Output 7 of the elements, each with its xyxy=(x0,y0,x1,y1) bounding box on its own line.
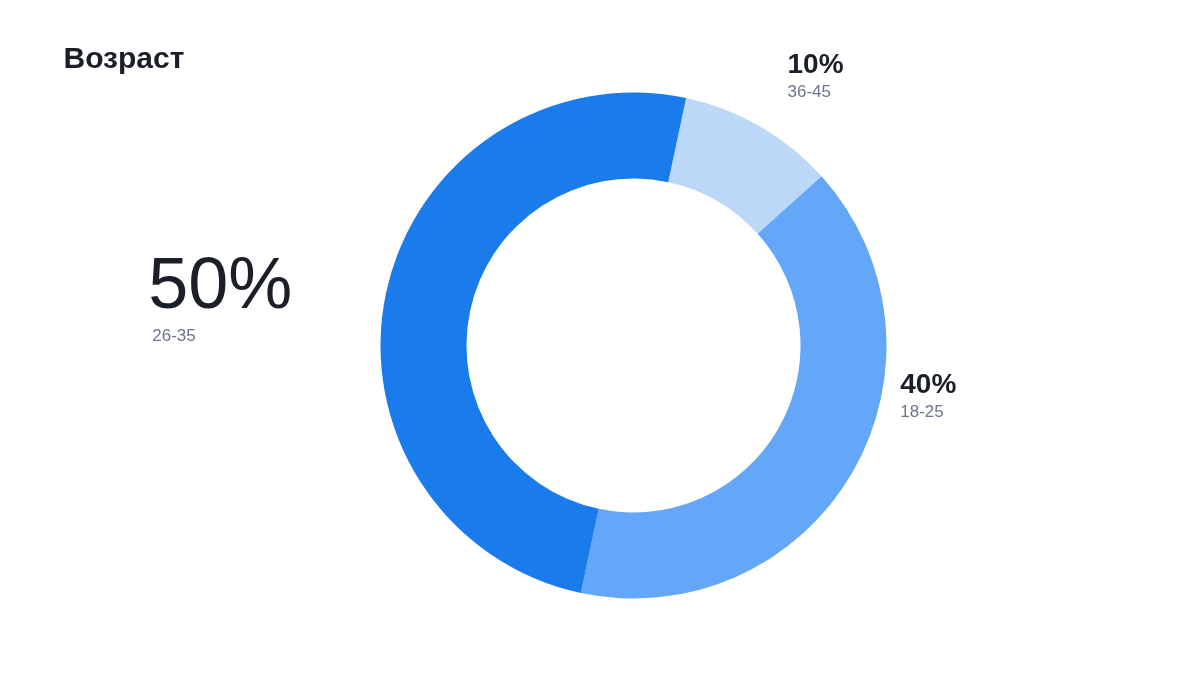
slice-label: 26-35 xyxy=(152,326,196,346)
slice-label: 36-45 xyxy=(787,81,831,101)
data-label: 50% xyxy=(148,243,293,324)
chart-title: Возраст xyxy=(63,40,185,74)
data-label: 10% xyxy=(787,47,844,79)
slice-label: 18-25 xyxy=(900,402,944,422)
data-label: 40% xyxy=(900,368,957,400)
